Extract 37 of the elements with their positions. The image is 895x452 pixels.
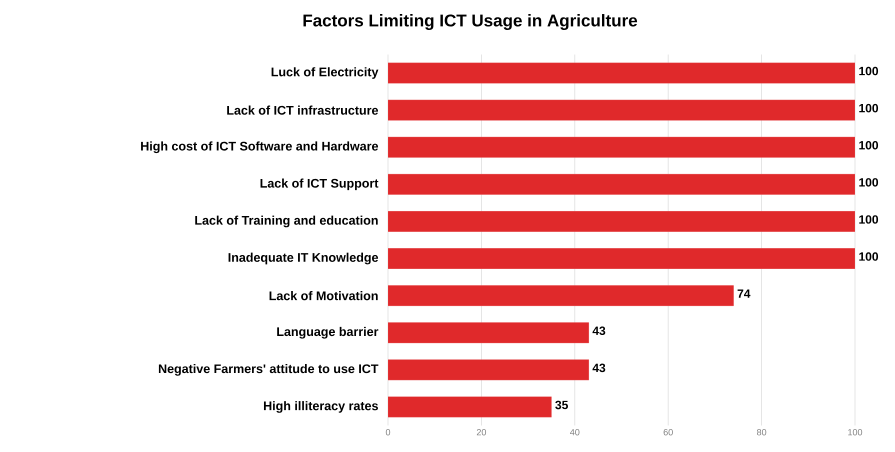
bar (388, 136, 855, 158)
data-label: 74 (738, 290, 750, 298)
data-label: 35 (555, 400, 568, 410)
bar (388, 248, 855, 269)
bar (388, 322, 590, 344)
y-tick-label: Lack of Training and education (195, 216, 378, 228)
y-tick-label: Lack of ICT Support (260, 178, 378, 190)
data-label: 100 (859, 66, 878, 76)
bar (388, 359, 590, 380)
y-tick-label: High illiteracy rates (264, 401, 378, 413)
y-tick-label: High cost of ICT Software and Hardware (141, 141, 378, 154)
bar (388, 396, 552, 418)
y-tick-label: Lack of Motivation (270, 291, 378, 300)
x-tick-label: 80 (756, 429, 766, 436)
y-tick-label: Luck of Electricity (272, 67, 378, 79)
bar (388, 174, 855, 195)
x-tick-label: 0 (386, 429, 390, 436)
data-label: 100 (859, 104, 878, 112)
data-label: 100 (859, 252, 878, 261)
x-tick-label: 100 (848, 429, 862, 436)
data-label: 100 (859, 141, 878, 150)
bar (388, 285, 734, 306)
y-tick-label: Language barrier (277, 326, 378, 339)
bar (388, 100, 855, 121)
data-label: 100 (859, 178, 878, 187)
x-tick-label: 20 (476, 429, 486, 436)
bar (388, 211, 855, 232)
bar (388, 62, 855, 84)
data-label: 100 (859, 215, 878, 224)
data-label: 43 (592, 364, 606, 372)
x-tick-label: 60 (664, 429, 673, 436)
y-tick-label: Lack of ICT infrastructure (227, 106, 378, 115)
y-tick-label: Inadequate IT Knowledge (228, 252, 378, 264)
y-tick-label: Negative Farmers' attitude to use ICT (158, 364, 378, 376)
x-tick-label: 40 (570, 429, 580, 436)
chart-title: Factors Limiting ICT Usage in Agriculture (303, 14, 638, 30)
data-label: 43 (592, 326, 606, 336)
